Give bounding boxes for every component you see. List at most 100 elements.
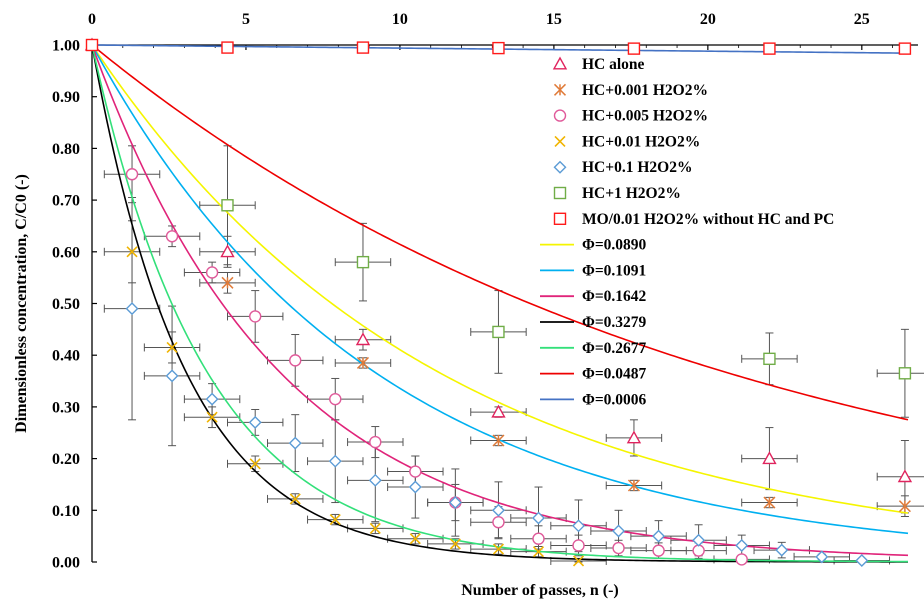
data-point xyxy=(409,533,421,545)
fit-curve xyxy=(92,44,909,421)
data-point xyxy=(125,302,139,316)
legend-marker xyxy=(553,160,567,174)
data-point xyxy=(532,511,545,525)
data-point xyxy=(221,41,234,54)
y-tick-label: 0.60 xyxy=(52,244,80,261)
data-point xyxy=(762,451,777,465)
data-point xyxy=(408,480,422,494)
data-point xyxy=(288,436,302,450)
data-point xyxy=(572,519,586,533)
data-point xyxy=(692,544,705,557)
data-point xyxy=(409,465,422,478)
data-point xyxy=(763,42,776,55)
legend-label: Φ=0.2677 xyxy=(582,340,647,357)
data-point xyxy=(775,543,789,557)
data-point xyxy=(627,479,640,492)
legend-label: Φ=0.0487 xyxy=(582,366,647,383)
data-point xyxy=(206,411,218,423)
data-point xyxy=(356,41,370,54)
data-point xyxy=(221,199,234,212)
data-point xyxy=(491,503,505,517)
data-point xyxy=(356,255,370,269)
data-point xyxy=(125,168,139,181)
data-point xyxy=(492,515,505,529)
legend-label: HC+1 H2O2% xyxy=(582,185,681,202)
fit-curve xyxy=(92,44,909,535)
x-tick-label: 20 xyxy=(700,11,716,28)
data-point xyxy=(898,500,911,513)
data-point xyxy=(355,332,371,346)
x-axis-title: Number of passes, n (-) xyxy=(461,582,618,599)
data-point xyxy=(205,392,219,406)
data-point xyxy=(492,41,505,55)
data-point xyxy=(126,246,138,258)
data-point xyxy=(205,266,219,279)
legend-label: HC alone xyxy=(582,56,645,73)
x-tick-label: 5 xyxy=(242,11,250,28)
data-point xyxy=(626,430,642,444)
legend-label: HC+0.005 H2O2% xyxy=(582,108,708,125)
fit-curve xyxy=(92,44,909,557)
data-point xyxy=(356,356,370,369)
data-point xyxy=(492,434,505,447)
legend-label: Φ=0.1091 xyxy=(582,262,646,279)
legend-label: HC+0.1 H2O2% xyxy=(582,159,692,176)
legend-marker xyxy=(554,135,566,147)
data-point xyxy=(763,352,776,366)
data-point xyxy=(692,533,706,547)
legend-label: MO/0.01 H2O2% without HC and PC xyxy=(582,211,834,228)
y-tick-label: 0.00 xyxy=(52,555,80,572)
data-point xyxy=(248,310,262,323)
data-point xyxy=(652,529,666,543)
data-point xyxy=(572,555,585,567)
data-point xyxy=(492,543,505,555)
legend-marker xyxy=(553,83,567,96)
legend-marker xyxy=(553,212,567,226)
axes: 0 5 10 15 20 25 0.00 0.10 0.20 0.30 0.40 0.50 0.60 0.… xyxy=(52,11,918,572)
data-point xyxy=(369,435,382,449)
data-point xyxy=(763,496,776,509)
data-point xyxy=(572,539,585,552)
legend-label: Φ=0.0006 xyxy=(582,391,647,408)
legend-label: Φ=0.3279 xyxy=(582,314,647,331)
data-point xyxy=(85,38,99,52)
legend-marker xyxy=(552,56,568,70)
y-tick-label: 0.50 xyxy=(52,296,80,313)
y-tick-label: 0.90 xyxy=(52,89,80,106)
data-point xyxy=(248,415,262,429)
data-point xyxy=(897,469,913,483)
fit-curve xyxy=(92,44,909,514)
data-point xyxy=(220,244,235,258)
data-point xyxy=(289,354,302,367)
x-tick-label: 15 xyxy=(546,11,562,28)
data-points xyxy=(84,37,913,567)
legend-marker xyxy=(553,186,567,200)
data-point xyxy=(612,541,625,555)
x-tick-label: 10 xyxy=(392,11,408,28)
legend-label: HC+0.001 H2O2% xyxy=(582,82,708,99)
y-tick-label: 0.80 xyxy=(52,141,80,158)
y-tick-label: 0.70 xyxy=(52,193,80,210)
y-tick-label: 0.10 xyxy=(52,503,80,520)
data-point xyxy=(368,473,382,487)
y-tick-label: 1.00 xyxy=(52,38,80,55)
data-point xyxy=(898,42,912,55)
fit-curve xyxy=(92,44,908,563)
legend-label: Φ=0.1642 xyxy=(582,288,647,305)
data-point xyxy=(652,544,665,557)
y-tick-label: 0.20 xyxy=(52,451,80,468)
data-point xyxy=(735,553,748,566)
data-point xyxy=(448,496,462,510)
data-point xyxy=(898,367,912,380)
y-tick-label: 0.30 xyxy=(52,399,80,416)
fit-curve xyxy=(92,44,909,563)
data-point xyxy=(735,538,749,552)
fit-curves xyxy=(92,44,909,563)
data-point xyxy=(329,514,341,526)
data-point xyxy=(221,276,234,289)
y-tick-label: 0.40 xyxy=(52,348,80,365)
data-point xyxy=(532,532,545,545)
data-point xyxy=(166,341,178,354)
